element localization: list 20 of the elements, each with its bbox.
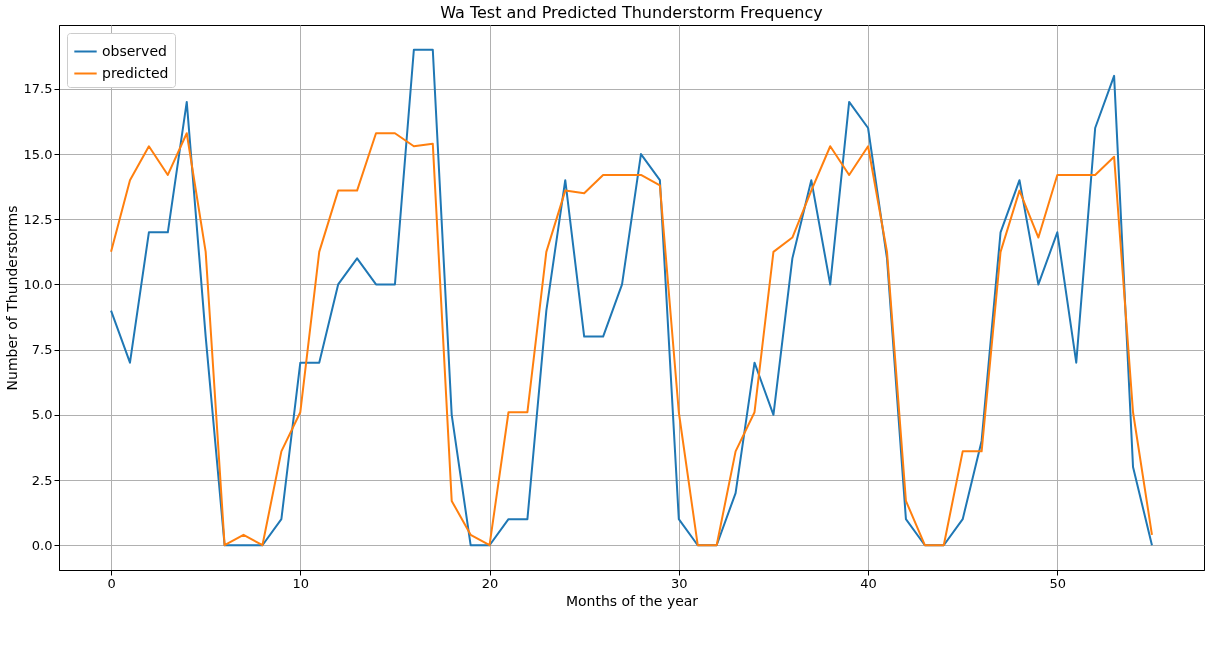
y-tick-label: 17.5 — [23, 81, 53, 97]
chart-title: Wa Test and Predicted Thunderstorm Frequency — [440, 3, 823, 22]
x-tick-label: 20 — [481, 575, 499, 591]
x-tick-label: 10 — [292, 575, 310, 591]
x-tick-label: 40 — [860, 575, 877, 591]
line-series — [110, 132, 1153, 547]
x-tick-label: 50 — [1049, 575, 1067, 591]
y-tick-label: 12.5 — [23, 211, 53, 227]
y-tick-label: 10.0 — [23, 276, 53, 292]
x-axis-title: Months of the year — [565, 592, 699, 609]
legend-label: predicted — [102, 64, 169, 81]
y-tick-label: 2.5 — [31, 472, 53, 488]
y-tick-label: 15.0 — [23, 146, 53, 162]
y-axis-title: Number of Thunderstorms — [3, 205, 20, 391]
y-tick-label: 7.5 — [31, 342, 53, 358]
legend-label: observed — [102, 42, 167, 59]
y-tick-label: 0.0 — [31, 537, 53, 553]
y-tick-label: 5.0 — [31, 407, 53, 423]
x-tick-label: 30 — [671, 575, 688, 591]
x-tick-label: 0 — [107, 575, 116, 591]
